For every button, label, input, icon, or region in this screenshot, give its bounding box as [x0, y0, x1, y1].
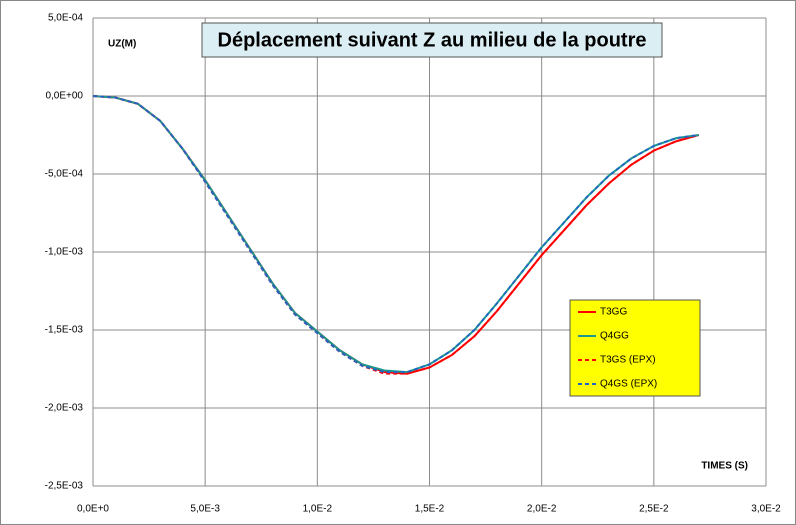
- title-box: [201, 22, 663, 58]
- legend-label: T3GG: [600, 307, 627, 318]
- x-axis-label: TIMES (S): [701, 461, 748, 472]
- y-tick-label: -1,5E-03: [45, 325, 84, 336]
- y-tick-label: -2,0E-03: [45, 403, 84, 414]
- y-tick-label: -2,5E-03: [45, 481, 84, 492]
- chart-title: Déplacement suivant Z au milieu de la po…: [218, 29, 647, 51]
- x-tick-label: 2,5E-2: [639, 504, 669, 515]
- x-tick-label: 1,0E-2: [303, 504, 333, 515]
- y-axis-label: UZ(M): [108, 39, 136, 50]
- y-tick-label: -5,0E-04: [45, 169, 84, 180]
- legend-label: Q4GS (EPX): [600, 379, 657, 390]
- y-tick-label: 0,0E+00: [45, 91, 83, 102]
- x-tick-label: 0,0E+0: [77, 504, 109, 515]
- legend-box: [569, 299, 701, 397]
- legend-label: Q4GG: [600, 331, 629, 342]
- x-tick-label: 1,5E-2: [415, 504, 445, 515]
- x-tick-label: 3,0E-2: [751, 504, 781, 515]
- x-tick-label: 5,0E-3: [190, 504, 220, 515]
- legend-label: T3GS (EPX): [600, 355, 656, 366]
- series-line: [92, 95, 699, 374]
- y-tick-label: 5,0E-04: [48, 13, 83, 24]
- x-tick-label: 2,0E-2: [527, 504, 557, 515]
- y-tick-label: -1,0E-03: [45, 247, 84, 258]
